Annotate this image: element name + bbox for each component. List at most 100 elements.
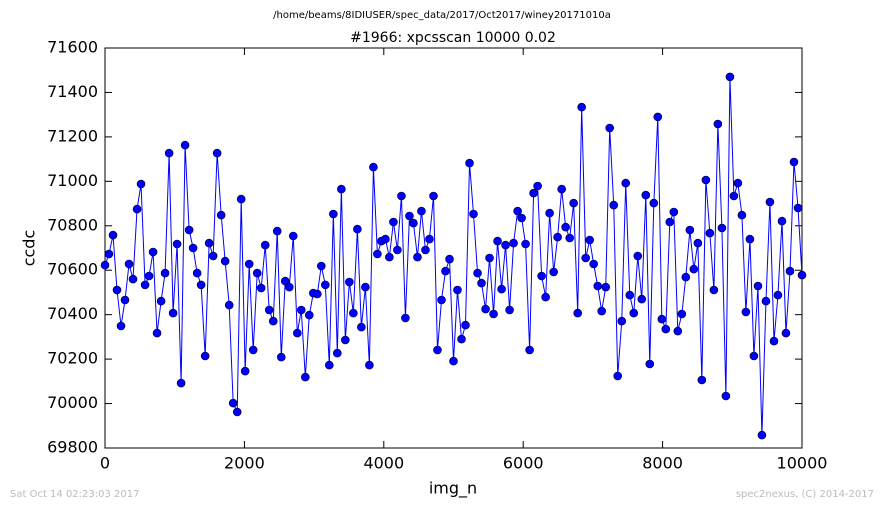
data-point bbox=[421, 245, 430, 255]
data-point bbox=[685, 225, 695, 235]
data-point bbox=[757, 430, 767, 440]
data-point bbox=[573, 308, 583, 318]
data-point bbox=[321, 280, 330, 290]
data-point bbox=[613, 371, 623, 381]
y-tick-label: 70000 bbox=[47, 393, 98, 412]
x-tick-label: 2000 bbox=[224, 454, 265, 473]
data-point bbox=[333, 348, 342, 358]
data-point bbox=[709, 285, 719, 295]
data-point bbox=[769, 336, 779, 346]
data-point bbox=[276, 352, 286, 362]
footer-right: spec2nexus, (C) 2014-2017 bbox=[736, 489, 874, 500]
data-point bbox=[413, 252, 422, 262]
data-point bbox=[785, 266, 795, 276]
data-point bbox=[509, 238, 518, 248]
data-point bbox=[345, 277, 354, 287]
data-point bbox=[673, 326, 683, 336]
data-point bbox=[108, 230, 118, 240]
data-point bbox=[357, 322, 366, 332]
data-point bbox=[733, 178, 743, 188]
data-point bbox=[729, 191, 739, 201]
data-point bbox=[761, 296, 771, 306]
data-point bbox=[737, 210, 747, 220]
data-point bbox=[228, 398, 238, 408]
data-point bbox=[224, 300, 234, 310]
data-point bbox=[156, 296, 166, 306]
data-point bbox=[669, 207, 679, 217]
x-tick-label: 10000 bbox=[777, 454, 828, 473]
data-point bbox=[192, 268, 202, 278]
data-point bbox=[104, 249, 114, 259]
data-point bbox=[561, 222, 570, 232]
data-point bbox=[172, 239, 182, 249]
data-point bbox=[549, 267, 558, 277]
data-point bbox=[296, 305, 306, 315]
data-point bbox=[665, 217, 675, 227]
plot-area bbox=[104, 47, 803, 449]
data-point bbox=[681, 272, 691, 282]
y-axis-label: ccdc bbox=[20, 230, 39, 267]
data-point bbox=[789, 157, 799, 167]
data-point bbox=[341, 335, 350, 345]
data-point bbox=[633, 251, 643, 261]
data-point bbox=[429, 191, 438, 201]
data-point bbox=[445, 254, 454, 264]
x-tick-label: 8000 bbox=[642, 454, 683, 473]
data-point bbox=[409, 218, 418, 228]
data-point bbox=[537, 271, 546, 281]
data-point bbox=[741, 307, 751, 317]
data-point bbox=[481, 304, 490, 314]
data-point bbox=[569, 198, 578, 208]
data-point bbox=[324, 360, 334, 370]
data-point bbox=[521, 239, 530, 249]
data-point bbox=[501, 240, 510, 250]
data-point bbox=[637, 294, 647, 304]
data-point bbox=[721, 391, 731, 401]
data-point bbox=[473, 268, 482, 278]
data-point bbox=[329, 209, 338, 219]
data-point bbox=[349, 308, 358, 318]
data-point bbox=[641, 190, 651, 200]
data-point bbox=[437, 295, 446, 305]
data-point bbox=[204, 238, 214, 248]
data-point bbox=[605, 123, 614, 133]
data-point bbox=[293, 328, 302, 338]
y-tick-label: 70800 bbox=[47, 215, 98, 234]
data-point bbox=[493, 236, 502, 246]
data-point bbox=[677, 309, 687, 319]
data-point bbox=[397, 191, 406, 201]
data-point bbox=[256, 283, 266, 293]
data-point bbox=[593, 281, 603, 291]
data-point bbox=[401, 313, 410, 323]
data-point bbox=[617, 316, 627, 326]
data-point bbox=[152, 328, 162, 338]
data-point bbox=[469, 209, 478, 219]
data-point bbox=[449, 356, 458, 366]
data-point bbox=[797, 270, 807, 280]
data-point bbox=[497, 284, 506, 294]
suptitle: /home/beams/8IDIUSER/spec_data/2017/Oct2… bbox=[273, 10, 611, 21]
data-point bbox=[689, 264, 699, 274]
data-point bbox=[629, 308, 639, 318]
data-point bbox=[100, 260, 110, 270]
data-point bbox=[268, 316, 278, 326]
x-tick-label: 0 bbox=[100, 454, 110, 473]
data-point bbox=[773, 290, 783, 300]
data-point bbox=[184, 225, 194, 235]
data-point bbox=[124, 259, 134, 269]
data-point bbox=[661, 324, 671, 334]
y-tick-label: 70600 bbox=[47, 260, 98, 279]
data-point bbox=[777, 216, 787, 226]
data-point bbox=[140, 280, 150, 290]
data-point bbox=[781, 328, 791, 338]
data-point bbox=[304, 310, 314, 320]
y-tick-label: 71400 bbox=[47, 82, 98, 101]
data-point bbox=[116, 321, 126, 331]
data-point bbox=[609, 200, 619, 210]
data-point bbox=[216, 210, 226, 220]
data-point bbox=[385, 252, 394, 262]
data-point bbox=[160, 268, 170, 278]
data-point bbox=[393, 245, 402, 255]
data-point bbox=[601, 282, 611, 292]
